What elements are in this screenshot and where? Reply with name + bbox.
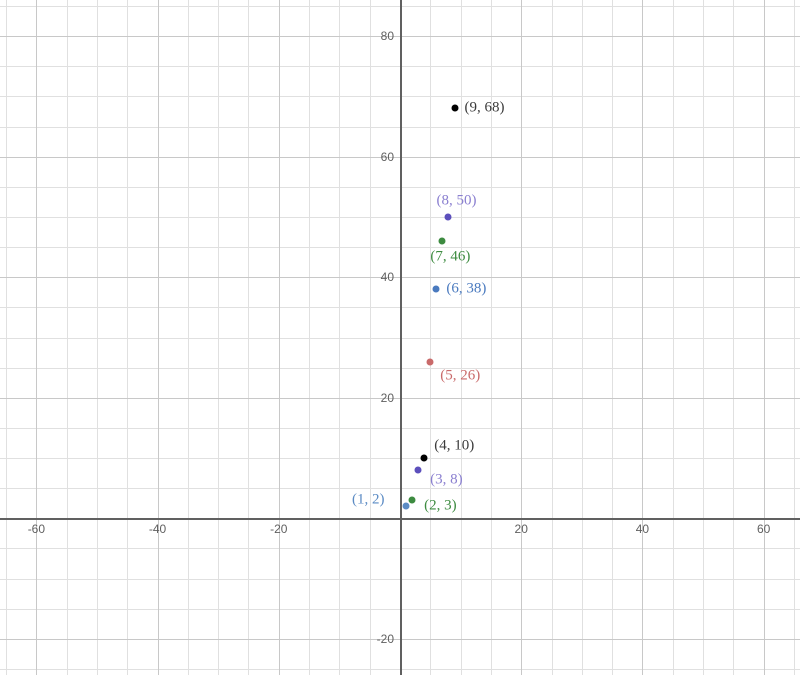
data-point (445, 213, 452, 220)
data-point (427, 358, 434, 365)
y-tick-label: 60 (381, 150, 400, 164)
x-tick-label: 40 (636, 522, 649, 536)
data-point (451, 105, 458, 112)
scatter-chart: -60 -40 -20 20 40 60 -20 20 40 60 80 (1, 2) (2, 3) (3… (0, 0, 800, 675)
data-point (403, 503, 410, 510)
data-point-label: (4, 10) (434, 438, 474, 455)
x-tick-label: -60 (28, 522, 45, 536)
data-point-label: (6, 38) (446, 281, 486, 298)
y-tick-label: -20 (377, 632, 400, 646)
y-tick-label: 40 (381, 270, 400, 284)
data-point-label: (9, 68) (465, 100, 505, 117)
x-tick-label: -20 (270, 522, 287, 536)
data-point-label: (7, 46) (430, 249, 470, 266)
data-point (439, 238, 446, 245)
data-point-label: (3, 8) (430, 472, 463, 489)
data-point-label: (2, 3) (424, 498, 457, 515)
data-point (433, 286, 440, 293)
data-point-label: (1, 2) (352, 492, 385, 509)
data-point (421, 455, 428, 462)
x-tick-label: 20 (515, 522, 528, 536)
data-point (415, 467, 422, 474)
data-point (409, 497, 416, 504)
x-tick-label: 60 (757, 522, 770, 536)
x-tick-label: -40 (149, 522, 166, 536)
data-point-label: (5, 26) (440, 367, 480, 384)
y-tick-label: 20 (381, 391, 400, 405)
y-tick-label: 80 (381, 29, 400, 43)
data-point-label: (8, 50) (436, 192, 476, 209)
y-axis (400, 0, 402, 675)
